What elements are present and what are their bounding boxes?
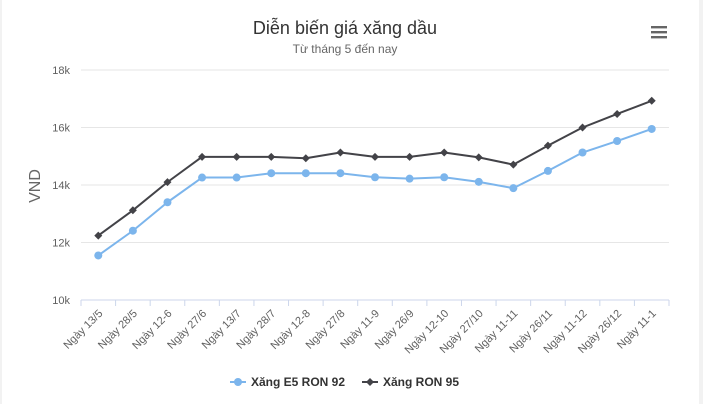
y-tick-label: 14k bbox=[52, 180, 70, 192]
data-point[interactable] bbox=[613, 137, 622, 146]
data-point[interactable] bbox=[405, 174, 414, 183]
legend-marker[interactable] bbox=[366, 378, 374, 386]
data-point[interactable] bbox=[543, 141, 552, 150]
series-line bbox=[97, 99, 653, 237]
data-point[interactable] bbox=[578, 123, 587, 132]
y-tick-label: 16k bbox=[52, 123, 70, 135]
data-point[interactable] bbox=[198, 173, 207, 182]
data-point[interactable] bbox=[163, 198, 172, 207]
data-point[interactable] bbox=[509, 160, 518, 169]
series-1 bbox=[94, 124, 656, 260]
data-point[interactable] bbox=[198, 152, 207, 161]
data-point[interactable] bbox=[543, 166, 552, 175]
y-tick-label: 10k bbox=[52, 295, 70, 307]
data-point[interactable] bbox=[163, 178, 172, 187]
chart-title: Diễn biến giá xăng dầu bbox=[253, 17, 437, 38]
legend-label[interactable]: Xăng RON 95 bbox=[383, 375, 459, 389]
data-point[interactable] bbox=[267, 169, 276, 178]
data-point[interactable] bbox=[128, 226, 137, 235]
series-line bbox=[97, 127, 653, 257]
chart-subtitle: Từ tháng 5 đến nay bbox=[293, 42, 398, 56]
series-group bbox=[94, 96, 656, 260]
data-point[interactable] bbox=[94, 251, 103, 260]
data-point[interactable] bbox=[474, 177, 483, 186]
data-point[interactable] bbox=[301, 169, 310, 178]
legend-item-1[interactable]: Xăng E5 RON 92 bbox=[230, 375, 345, 389]
data-point[interactable] bbox=[336, 148, 345, 157]
data-point[interactable] bbox=[94, 231, 103, 240]
data-point[interactable] bbox=[578, 148, 587, 157]
data-point[interactable] bbox=[128, 206, 137, 215]
data-point[interactable] bbox=[267, 152, 276, 161]
data-point[interactable] bbox=[440, 173, 449, 182]
data-point[interactable] bbox=[336, 169, 345, 178]
menu-button[interactable] bbox=[650, 24, 668, 40]
data-point[interactable] bbox=[232, 173, 241, 182]
y-tick-label: 12k bbox=[52, 238, 70, 250]
data-point[interactable] bbox=[371, 152, 379, 161]
gridlines bbox=[81, 69, 669, 301]
y-axis-label: VND bbox=[27, 169, 44, 203]
data-point[interactable] bbox=[301, 154, 310, 163]
data-point[interactable] bbox=[405, 152, 414, 161]
y-axis-ticks: 10k 12k 14k 16k 18k bbox=[52, 65, 70, 307]
y-tick-label: 18k bbox=[52, 65, 70, 77]
data-point[interactable] bbox=[440, 148, 449, 157]
data-point[interactable] bbox=[232, 152, 241, 161]
data-point[interactable] bbox=[613, 109, 622, 118]
data-point[interactable] bbox=[474, 153, 483, 162]
data-point[interactable] bbox=[647, 124, 656, 133]
legend-marker[interactable] bbox=[234, 378, 242, 386]
data-point[interactable] bbox=[509, 184, 518, 193]
legend-item-2[interactable]: Xăng RON 95 bbox=[362, 375, 459, 389]
series-2 bbox=[94, 96, 656, 240]
data-point[interactable] bbox=[647, 96, 656, 105]
data-point[interactable] bbox=[371, 173, 379, 182]
legend[interactable]: Xăng E5 RON 92 Xăng RON 95 bbox=[230, 375, 459, 389]
legend-label[interactable]: Xăng E5 RON 92 bbox=[251, 375, 345, 389]
